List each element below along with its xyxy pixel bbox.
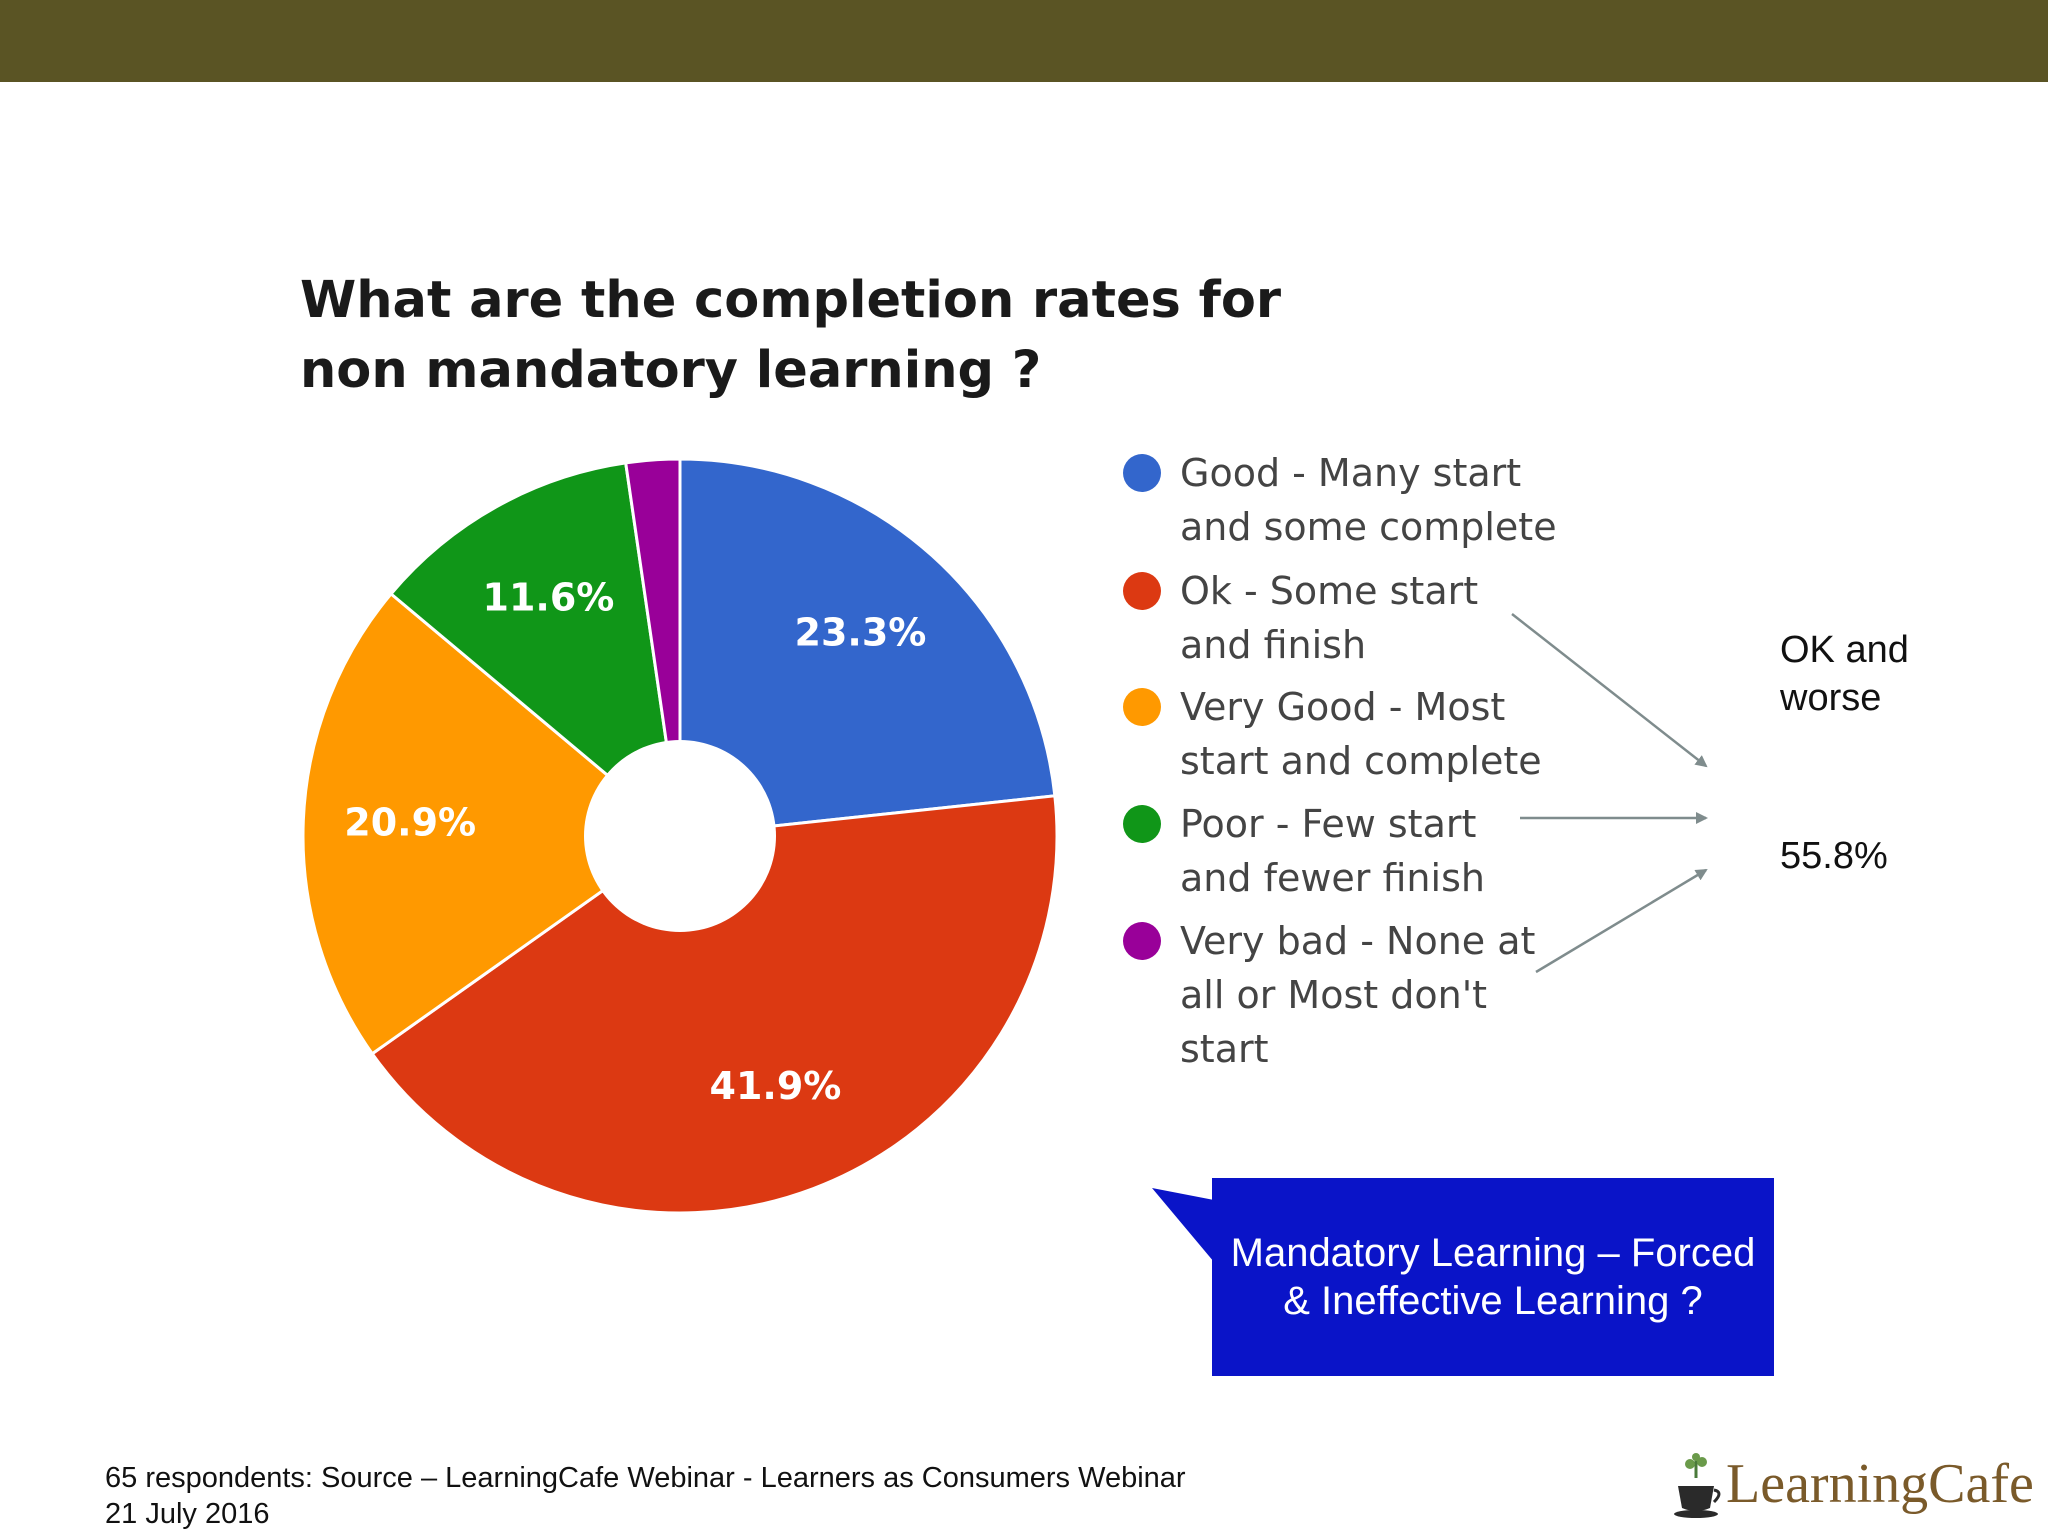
pie-data-label-3: 11.6%	[483, 576, 615, 620]
legend-label-2-line-1: start and complete	[1180, 739, 1542, 783]
coffee-cup-icon	[1674, 1453, 1721, 1518]
legend-label-2: Very Good - Most start and complete	[1180, 680, 1580, 788]
chart-title: What are the completion rates for non ma…	[300, 271, 1282, 400]
legend-swatch-1	[1123, 572, 1161, 610]
legend-label-1-line-0: Ok - Some start	[1180, 569, 1479, 613]
legend-label-3-line-0: Poor - Few start	[1180, 802, 1477, 846]
pie-slice-1	[370, 794, 1059, 1215]
header-band	[0, 0, 2048, 82]
legend-swatch-4	[1123, 922, 1161, 960]
legend-label-0: Good - Many start and some complete	[1180, 446, 1580, 554]
logo-text: LearningCafe	[1726, 1453, 2034, 1515]
pie-slice-0	[678, 457, 1057, 838]
annotation-label-line2: worse	[1780, 677, 1882, 719]
donut-hole	[584, 740, 776, 932]
callout-line1: Mandatory Learning – Forced	[1230, 1231, 1756, 1275]
footer-line1: 65 respondents: Source – LearningCafe We…	[105, 1462, 1186, 1494]
footer-line2: 21 July 2016	[105, 1498, 270, 1530]
footer-source: 65 respondents: Source – LearningCafe We…	[105, 1460, 1186, 1532]
annotation-value: 55.8%	[1780, 835, 1888, 877]
pie-data-label-1: 41.9%	[710, 1064, 842, 1108]
legend-swatch-0	[1123, 454, 1161, 492]
callout-box: Mandatory Learning – Forced & Ineffectiv…	[1212, 1178, 1774, 1376]
pie-slice-3	[388, 461, 683, 840]
pie-data-label-0: 23.3%	[795, 611, 927, 655]
legend-label-0-line-0: Good - Many start	[1180, 451, 1522, 495]
legend-label-4: Very bad - None at all or Most don't start	[1180, 914, 1580, 1076]
arrow-ok	[1511, 613, 1708, 768]
legend-label-4-line-2: start	[1180, 1027, 1269, 1071]
legend-label-4-line-0: Very bad - None at	[1180, 919, 1536, 963]
legend-label-2-line-0: Very Good - Most	[1180, 685, 1506, 729]
legend-label-1-line-1: and finish	[1180, 623, 1367, 667]
arrow-very-bad	[1535, 868, 1708, 974]
legend-label-0-line-1: and some complete	[1180, 505, 1557, 549]
pie-slice-2	[301, 591, 683, 1056]
learningcafe-logo: LearningCafe	[1668, 1452, 2034, 1522]
legend-label-1: Ok - Some start and finish	[1180, 564, 1580, 672]
pie-data-label-2: 20.9%	[344, 800, 476, 844]
callout-line2: & Ineffective Learning ?	[1283, 1279, 1703, 1323]
legend-label-4-line-1: all or Most don't	[1180, 973, 1488, 1017]
legend-swatch-2	[1123, 688, 1161, 726]
annotation-label-line1: OK and	[1780, 629, 1909, 671]
annotation-label: OK and worse	[1780, 626, 1909, 722]
legend-swatch-3	[1123, 805, 1161, 843]
legend-label-3-line-1: and fewer finish	[1180, 856, 1485, 900]
legend-label-3: Poor - Few start and fewer finish	[1180, 797, 1580, 905]
